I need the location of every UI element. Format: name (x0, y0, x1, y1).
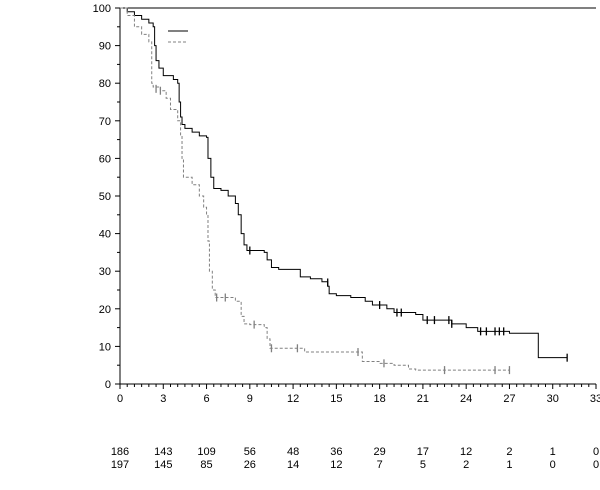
risk-count: 7 (377, 459, 383, 471)
y-tick-label: 40 (99, 229, 111, 241)
risk-count: 0 (550, 459, 556, 471)
y-tick-label: 10 (99, 341, 111, 353)
survival-curves (120, 7, 568, 375)
risk-count: 14 (287, 459, 299, 471)
risk-count: 109 (197, 446, 215, 458)
x-tick-label: 9 (247, 393, 253, 405)
legend (168, 30, 188, 43)
risk-count: 2 (506, 446, 512, 458)
series-1 (120, 7, 568, 362)
y-tick-label: 20 (99, 304, 111, 316)
x-tick-label: 18 (374, 393, 386, 405)
x-tick-label: 0 (117, 393, 123, 405)
risk-count: 1 (506, 459, 512, 471)
risk-count: 85 (200, 459, 212, 471)
x-tick-label: 6 (203, 393, 209, 405)
x-tick-label: 24 (460, 393, 472, 405)
x-tick-label: 21 (417, 393, 429, 405)
risk-count: 5 (420, 459, 426, 471)
y-tick-label: 30 (99, 266, 111, 278)
risk-count: 48 (287, 446, 299, 458)
x-tick-label: 33 (590, 393, 600, 405)
risk-count: 0 (593, 446, 599, 458)
y-tick-label: 0 (105, 379, 111, 391)
survival-curve-1 (120, 7, 568, 359)
risk-count: 56 (244, 446, 256, 458)
y-tick-label: 50 (99, 191, 111, 203)
survival-curve-2 (120, 7, 510, 371)
risk-count: 17 (417, 446, 429, 458)
risk-count: 12 (460, 446, 472, 458)
risk-count: 197 (111, 459, 129, 471)
risk-count: 36 (330, 446, 342, 458)
x-tick-label: 15 (330, 393, 342, 405)
y-tick-label: 90 (99, 41, 111, 53)
y-tick-label: 60 (99, 153, 111, 165)
risk-count: 29 (374, 446, 386, 458)
risk-count: 26 (244, 459, 256, 471)
x-tick-label: 3 (160, 393, 166, 405)
risk-count: 186 (111, 446, 129, 458)
risk-count: 2 (463, 459, 469, 471)
y-tick-label: 80 (99, 78, 111, 90)
x-tick-label: 12 (287, 393, 299, 405)
y-tick-label: 100 (93, 3, 111, 15)
risk-count: 145 (154, 459, 172, 471)
risk-count: 0 (593, 459, 599, 471)
series-2 (120, 7, 511, 375)
axes: 0 10 20 30 40 50 60 70 80 90 100 0 3 6 9 12 15 18 21 24 27 30… (93, 3, 600, 405)
y-tick-label: 70 (99, 116, 111, 128)
risk-count: 143 (154, 446, 172, 458)
x-tick-label: 27 (503, 393, 515, 405)
risk-count: 1 (550, 446, 556, 458)
x-tick-label: 30 (547, 393, 559, 405)
risk-count: 12 (330, 459, 342, 471)
